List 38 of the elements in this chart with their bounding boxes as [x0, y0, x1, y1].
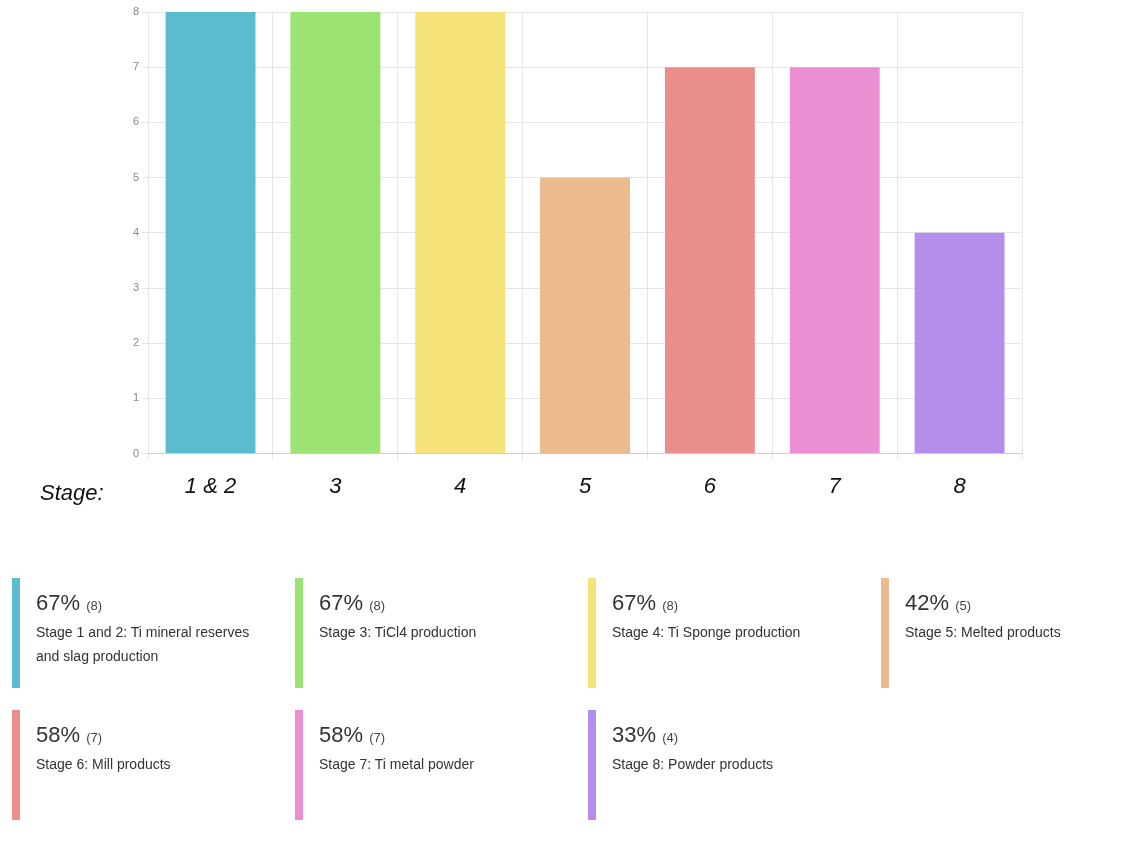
- x-tick-label: 8: [953, 472, 967, 498]
- y-tick-label: 5: [132, 170, 140, 183]
- bar: [415, 12, 506, 454]
- x-tick-label: 6: [703, 472, 717, 498]
- y-tick-label: 7: [132, 60, 140, 73]
- text: 42% (5): [905, 590, 973, 616]
- y-tick-label: 8: [132, 5, 140, 18]
- x-tick-label: 7: [828, 472, 842, 498]
- y-tick-label: 2: [132, 336, 140, 349]
- text: 67% (8): [612, 590, 680, 616]
- text: Stage 6: Mill products: [36, 755, 172, 774]
- text: Stage 4: Ti Sponge production: [612, 623, 802, 642]
- text: Stage 5: Melted products: [905, 623, 1062, 642]
- bar: [540, 177, 630, 454]
- bar: [914, 232, 1005, 454]
- y-tick-label: 1: [132, 391, 140, 404]
- text: Stage 8: Powder products: [612, 755, 775, 774]
- text: 67% (8): [319, 590, 387, 616]
- bar: [664, 67, 755, 454]
- text: 33% (4): [612, 722, 680, 748]
- text: Stage 1 and 2: Ti mineral reserves and slag production: [36, 623, 251, 666]
- bar: [165, 12, 256, 454]
- text: 58% (7): [319, 722, 387, 748]
- text: 67% (8): [36, 590, 104, 616]
- x-tick-label: 3: [329, 472, 343, 498]
- text: Stage 3: TiCl4 production: [319, 623, 478, 642]
- y-tick-label: 6: [132, 115, 140, 128]
- x-tick-label: 4: [454, 472, 467, 498]
- y-tick-label: 4: [132, 225, 140, 238]
- text: 58% (7): [36, 722, 104, 748]
- y-tick-label: 0: [132, 446, 140, 459]
- x-tick-label: 5: [578, 472, 592, 498]
- y-tick-label: 3: [132, 281, 140, 294]
- bar: [789, 67, 880, 454]
- x-axis-title: Stage:: [40, 480, 104, 506]
- x-tick-label: 1 & 2: [184, 472, 237, 498]
- bar: [290, 12, 381, 454]
- text: Stage 7: Ti metal powder: [319, 755, 475, 774]
